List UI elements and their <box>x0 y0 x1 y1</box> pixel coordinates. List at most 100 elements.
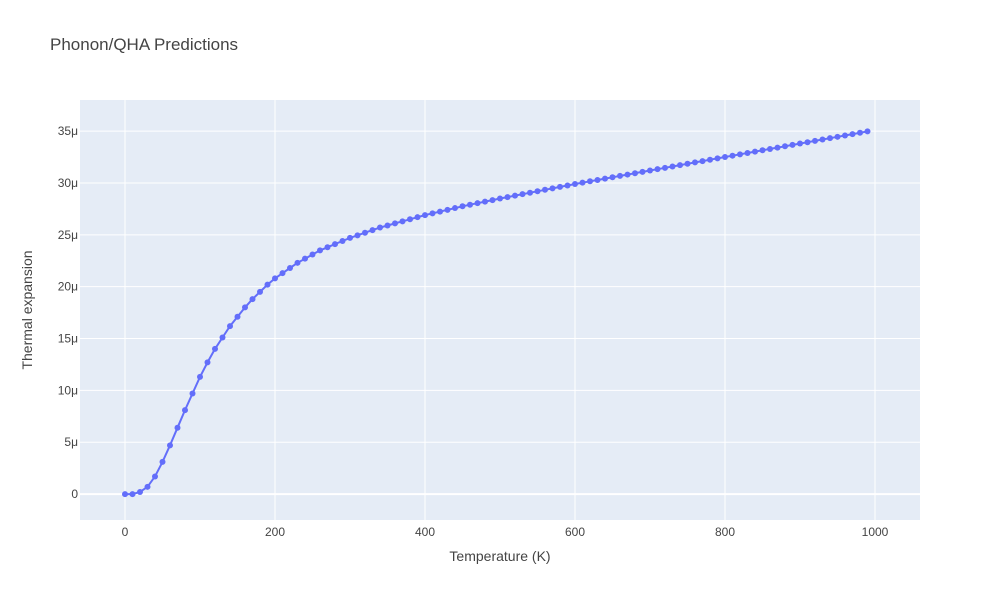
data-point <box>452 205 458 212</box>
data-point <box>849 131 856 138</box>
data-point <box>429 210 436 217</box>
data-point <box>437 208 443 215</box>
data-point <box>414 214 421 221</box>
data-point <box>789 141 796 148</box>
data-point <box>474 200 481 207</box>
data-point <box>722 154 728 161</box>
data-point <box>227 323 233 330</box>
data-point <box>534 188 541 195</box>
data-point <box>707 156 713 163</box>
data-point <box>264 281 271 288</box>
data-point <box>159 458 166 465</box>
x-tick-label: 800 <box>715 525 735 539</box>
data-point <box>579 179 586 186</box>
data-point <box>422 212 428 219</box>
data-point <box>497 195 503 202</box>
data-point <box>354 232 361 239</box>
y-tick-label: 35μ <box>58 124 78 138</box>
data-point <box>594 176 601 183</box>
y-tick-label: 30μ <box>58 176 78 190</box>
data-point <box>759 147 766 154</box>
data-point <box>782 143 788 150</box>
data-point <box>294 259 301 266</box>
data-point <box>362 229 368 236</box>
data-point <box>377 224 383 231</box>
data-point <box>369 227 376 234</box>
data-point <box>692 159 698 166</box>
data-point <box>557 183 563 190</box>
data-point <box>767 145 773 152</box>
data-point <box>204 359 211 366</box>
data-point <box>639 168 646 175</box>
data-point <box>602 175 608 182</box>
data-point <box>167 442 173 449</box>
data-point <box>684 160 691 167</box>
data-point <box>842 132 848 139</box>
y-tick-label: 15μ <box>58 332 78 346</box>
series-line <box>125 130 868 496</box>
data-point <box>774 144 781 151</box>
data-point <box>542 186 548 193</box>
y-tick-label: 20μ <box>58 280 78 294</box>
data-point <box>714 155 721 162</box>
y-tick-label: 25μ <box>58 228 78 242</box>
data-point <box>804 139 811 146</box>
data-point <box>122 491 128 498</box>
y-tick-label: 5μ <box>64 435 78 449</box>
data-point <box>827 135 833 142</box>
data-point <box>857 129 863 136</box>
x-tick-label: 400 <box>415 525 435 539</box>
data-point <box>864 128 871 135</box>
data-point <box>519 191 526 198</box>
data-point <box>632 170 638 177</box>
data-point <box>669 163 676 170</box>
y-axis-title: Thermal expansion <box>19 250 35 369</box>
data-point <box>624 171 631 178</box>
data-point <box>812 137 818 144</box>
data-point <box>257 288 263 295</box>
data-point <box>212 345 218 352</box>
data-series <box>122 128 871 498</box>
data-point <box>662 164 668 171</box>
data-point <box>174 424 181 431</box>
data-point <box>279 270 286 277</box>
data-point <box>609 174 616 181</box>
data-point <box>482 198 488 205</box>
y-tick-label: 0 <box>71 487 78 501</box>
data-point <box>797 140 803 147</box>
y-tick-label: 10μ <box>58 383 78 397</box>
data-point <box>564 182 571 189</box>
data-point <box>737 151 743 158</box>
data-point <box>527 189 533 196</box>
data-point <box>144 483 151 490</box>
data-point <box>467 201 473 208</box>
data-point <box>407 216 413 223</box>
data-point <box>699 158 706 165</box>
x-tick-label: 200 <box>265 525 285 539</box>
data-point <box>129 491 136 498</box>
data-point <box>234 313 241 320</box>
grid <box>80 100 920 520</box>
data-point <box>399 218 406 225</box>
x-tick-label: 600 <box>565 525 585 539</box>
data-point <box>302 255 308 262</box>
data-point <box>489 197 496 204</box>
data-point <box>677 162 683 169</box>
data-point <box>744 149 751 156</box>
data-point <box>317 247 323 254</box>
data-point <box>287 265 293 271</box>
data-point <box>219 334 226 341</box>
data-point <box>384 222 391 229</box>
data-point <box>137 489 143 495</box>
data-point <box>182 407 188 414</box>
data-point <box>647 167 653 174</box>
data-point <box>587 178 593 185</box>
data-point <box>339 238 346 245</box>
data-point <box>504 194 511 201</box>
data-point <box>444 206 451 213</box>
data-point <box>512 192 518 199</box>
data-point <box>549 185 556 192</box>
data-point <box>617 172 623 179</box>
data-point <box>392 220 398 227</box>
